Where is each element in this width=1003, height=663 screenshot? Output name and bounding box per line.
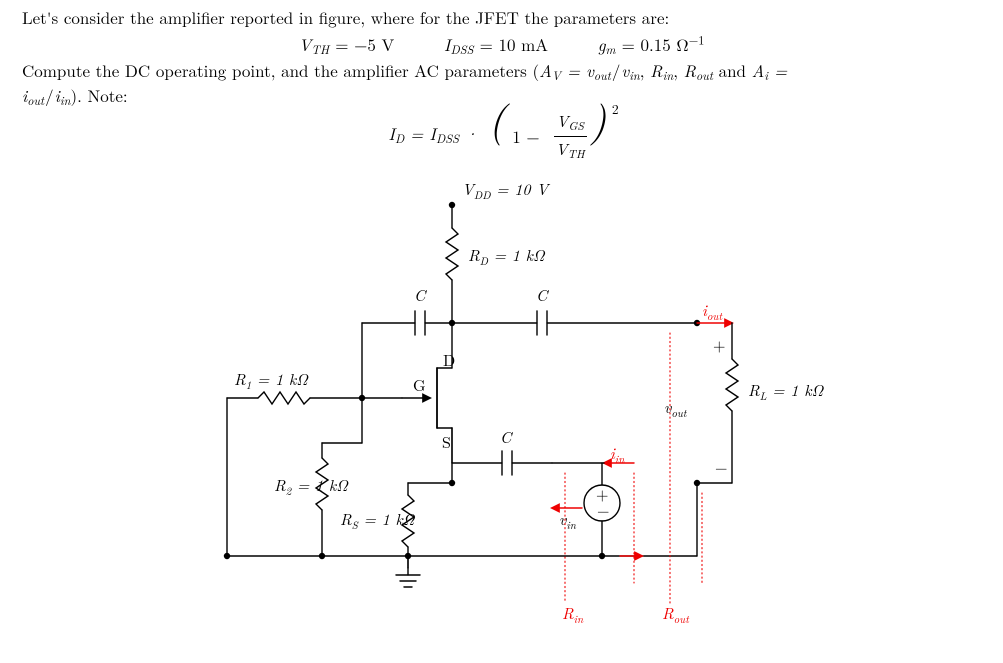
IDSS-sym: IDSS bbox=[444, 32, 474, 56]
svg-text:Rin: Rin bbox=[562, 601, 584, 627]
jfet-params-line: VTH = −5 V IDSS = 10 mA gm = 0.15 Ω−1 bbox=[22, 31, 981, 57]
svg-text:+: + bbox=[713, 333, 725, 356]
VTH-val: = −5 V bbox=[335, 32, 394, 56]
VTH-sym: VTH bbox=[299, 32, 330, 56]
svg-text:C: C bbox=[414, 283, 427, 306]
svg-text:R2 = 1 kΩ: R2 = 1 kΩ bbox=[274, 473, 349, 499]
gm-val: = 0.15 Ω−1 bbox=[622, 32, 705, 56]
id-equation: ID = IDSS · ( 1 − VGS VTH ) 2 bbox=[22, 110, 981, 162]
svg-text:RS = 1 kΩ: RS = 1 kΩ bbox=[340, 507, 416, 533]
gm-sym: gm bbox=[598, 32, 616, 56]
svg-text:vin: vin bbox=[559, 507, 577, 533]
svg-text:VDD = 10 V: VDD = 10 V bbox=[462, 177, 550, 203]
svg-text:R1 = 1 kΩ: R1 = 1 kΩ bbox=[234, 367, 309, 393]
svg-text:S: S bbox=[442, 430, 451, 453]
circuit-schematic: VDD = 10 V RD = 1 kΩ C bbox=[142, 173, 862, 643]
svg-text:C: C bbox=[500, 425, 513, 448]
svg-text:−: − bbox=[715, 455, 727, 478]
svg-text:vout: vout bbox=[664, 395, 688, 421]
svg-text:RD = 1 kΩ: RD = 1 kΩ bbox=[468, 243, 546, 269]
svg-text:Rout: Rout bbox=[662, 601, 690, 627]
svg-text:D: D bbox=[443, 348, 455, 371]
svg-text:G: G bbox=[413, 373, 426, 396]
svg-text:iout: iout bbox=[702, 298, 723, 324]
IDSS-sym-2: IDSS bbox=[429, 121, 459, 145]
svg-text:C: C bbox=[536, 283, 549, 306]
svg-text:RL = 1 kΩ: RL = 1 kΩ bbox=[748, 378, 825, 404]
IDSS-val: = 10 mA bbox=[480, 32, 548, 56]
intro-text: Let's consider the amplifier reported in… bbox=[22, 6, 981, 29]
ID-sym: ID bbox=[388, 121, 404, 145]
svg-text:−: − bbox=[597, 498, 609, 521]
